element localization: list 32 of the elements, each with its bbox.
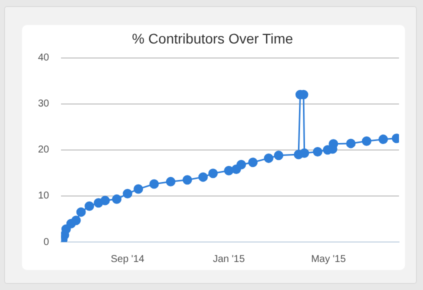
chart-title: % Contributors Over Time: [132, 30, 294, 46]
point: [112, 194, 122, 204]
point: [378, 134, 388, 144]
point: [264, 153, 274, 163]
point: [71, 216, 81, 226]
point: [224, 166, 234, 176]
point: [149, 179, 159, 189]
point: [166, 176, 176, 186]
point: [208, 168, 218, 178]
y-tick-label: 20: [38, 144, 50, 156]
point: [236, 160, 246, 170]
point: [182, 175, 192, 185]
point: [122, 188, 132, 198]
x-tick-label: Sep '14: [110, 254, 145, 265]
y-tick-label: 30: [38, 98, 50, 110]
y-tick-label: 0: [44, 236, 50, 248]
x-tick-label: May '15: [311, 254, 346, 265]
point: [346, 138, 356, 148]
point: [248, 158, 258, 168]
point: [300, 148, 310, 158]
point: [274, 150, 284, 160]
point: [76, 207, 86, 217]
point: [328, 139, 338, 149]
point: [134, 184, 144, 194]
y-tick-label: 10: [38, 190, 50, 202]
point: [198, 172, 208, 182]
point: [312, 146, 322, 156]
point: [84, 201, 94, 211]
y-tick-label: 40: [38, 52, 50, 64]
x-tick-label: Jan '15: [212, 254, 246, 265]
point: [362, 136, 372, 146]
point: [100, 196, 110, 206]
